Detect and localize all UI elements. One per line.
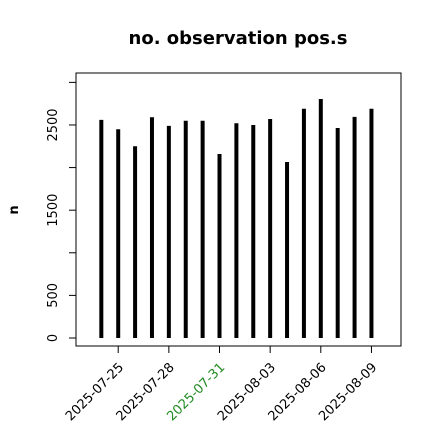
y-axis-label: n: [7, 205, 22, 214]
y-tick-label: 1500: [46, 194, 61, 227]
y-tick-label: 0: [46, 334, 61, 342]
plot-frame: [75, 72, 402, 347]
y-tick-label: 500: [46, 283, 61, 308]
chart-title: no. observation pos.s: [129, 28, 348, 49]
y-tick-label: 2500: [46, 108, 61, 141]
